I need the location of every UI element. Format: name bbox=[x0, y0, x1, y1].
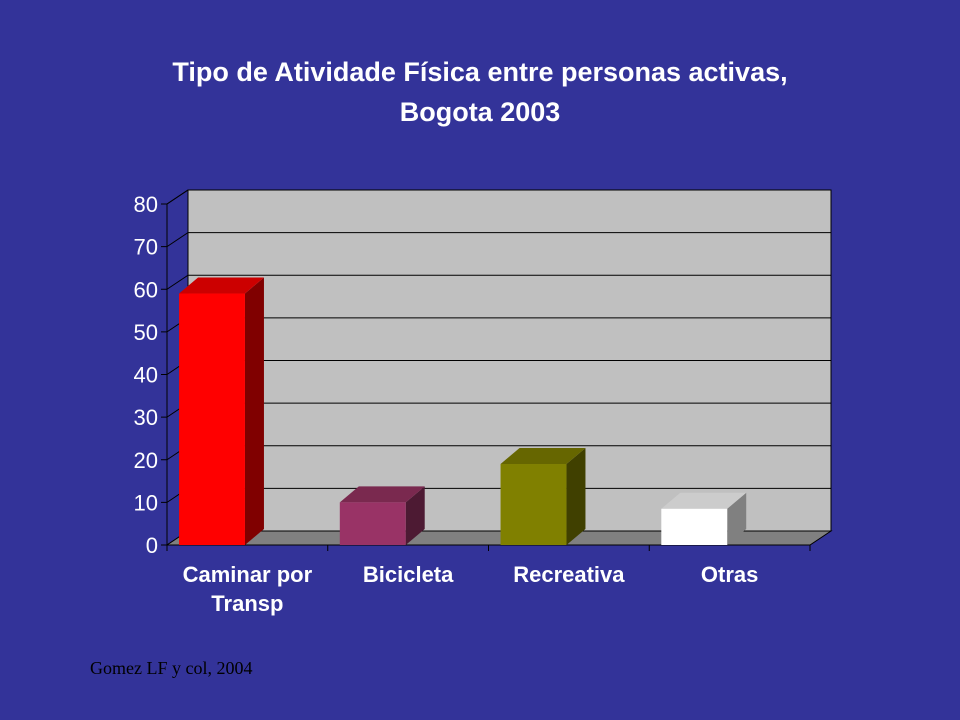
bar-front-face bbox=[661, 508, 728, 545]
chart-title: Tipo de Atividade Física entre personas … bbox=[0, 52, 960, 132]
chart-title-line-1: Tipo de Atividade Física entre personas … bbox=[172, 57, 788, 87]
x-category-label-line-2: Transp bbox=[211, 591, 283, 616]
gridline bbox=[166, 274, 831, 290]
bars bbox=[179, 277, 747, 545]
bar-top-face bbox=[661, 492, 747, 509]
x-category-label: Bicicleta bbox=[363, 562, 454, 587]
bar-3 bbox=[500, 448, 586, 545]
y-axis-top-edge bbox=[166, 189, 189, 205]
x-category-label-line-1: Recreativa bbox=[513, 562, 625, 587]
x-category-label-line-1: Bicicleta bbox=[363, 562, 454, 587]
x-category-label-line-1: Otras bbox=[701, 562, 758, 587]
x-category-label: Otras bbox=[701, 562, 758, 587]
y-tick-label: 50 bbox=[134, 320, 158, 345]
x-category-label-line-1: Caminar por bbox=[183, 562, 313, 587]
y-tick-label: 70 bbox=[134, 235, 158, 260]
y-tick-label: 60 bbox=[134, 277, 158, 302]
bar-side-face bbox=[566, 448, 586, 545]
bar-side-face bbox=[405, 486, 425, 545]
y-tick-label: 0 bbox=[146, 533, 158, 558]
bar-top-face bbox=[179, 277, 264, 294]
bar-front-face bbox=[500, 464, 567, 545]
y-tick-label: 10 bbox=[134, 490, 158, 515]
x-axis-category-labels: Caminar por Transp Bicicleta Recreativa Otra… bbox=[183, 562, 759, 616]
bar-top-face bbox=[339, 486, 425, 503]
source-note: Gomez LF y col, 2004 bbox=[90, 658, 253, 678]
bar-4 bbox=[661, 492, 747, 545]
bar-side-face bbox=[244, 277, 264, 545]
x-category-label: Caminar por Transp bbox=[183, 562, 313, 616]
x-category-label: Recreativa bbox=[513, 562, 625, 587]
y-tick-label: 20 bbox=[134, 448, 158, 473]
y-tick-label: 40 bbox=[134, 363, 158, 388]
gridline bbox=[166, 232, 831, 248]
bar-1 bbox=[179, 277, 264, 545]
y-tick-label: 30 bbox=[134, 405, 158, 430]
bar-front-face bbox=[339, 502, 406, 545]
bar-side-face bbox=[727, 492, 747, 545]
bar-top-face bbox=[500, 448, 586, 465]
bar-2 bbox=[339, 486, 425, 545]
bar-front-face bbox=[179, 293, 245, 545]
chart-title-line-2: Bogota 2003 bbox=[399, 97, 561, 127]
y-tick-label: 80 bbox=[134, 192, 158, 217]
y-axis-tick-labels: 0 10 20 30 40 50 60 70 80 bbox=[134, 192, 158, 558]
